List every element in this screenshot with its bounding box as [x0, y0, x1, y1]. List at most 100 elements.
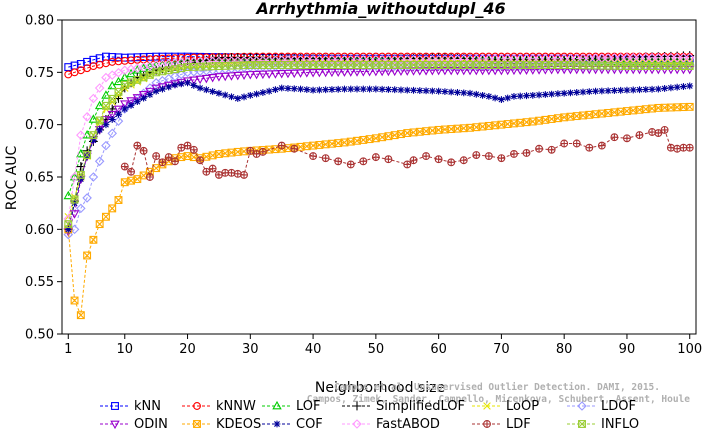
data-point-ldf [685, 143, 694, 152]
data-point-odin [132, 94, 143, 103]
data-point-ldof [76, 203, 86, 214]
data-point-odin [120, 100, 130, 109]
data-point-fastabod [371, 54, 381, 65]
watermark-line-1: Campos et al. Unsupervised Outlier Detec… [334, 382, 660, 393]
y-tick-label: 0.70 [25, 118, 54, 133]
data-point-odin [245, 71, 256, 80]
data-point-ldf [233, 169, 242, 178]
data-point-fastabod [666, 52, 676, 63]
data-point-cof [202, 86, 210, 94]
data-point-fastabod [440, 54, 450, 65]
data-point-lof [82, 130, 92, 139]
y-tick-label: 0.75 [25, 66, 54, 81]
data-point-odin [415, 67, 425, 76]
data-point-odin [276, 70, 287, 79]
data-point-cof [610, 87, 618, 94]
series-layer [63, 51, 695, 320]
data-point-cof [353, 85, 361, 93]
data-point-odin [534, 66, 544, 75]
data-point-odin [308, 68, 318, 78]
data-point-ldf [497, 154, 506, 163]
data-point-ldf [183, 141, 192, 150]
y-axis-label: ROC AUC [4, 145, 20, 210]
x-tick-label: 80 [556, 342, 573, 357]
data-point-cof [541, 91, 549, 98]
y-tick-label: 0.60 [25, 223, 54, 238]
series-line-lof [67, 59, 690, 196]
series-inflo [64, 61, 694, 229]
data-point-fastabod [471, 54, 482, 64]
data-point-cof [598, 87, 606, 95]
data-point-cof [77, 175, 85, 183]
data-point-cof [585, 88, 593, 95]
data-point-ldf [648, 128, 657, 136]
data-point-cof [303, 86, 311, 94]
data-point-lof [69, 171, 80, 181]
data-point-odin [471, 66, 482, 76]
data-point-ldf [277, 141, 286, 150]
data-point-cof [234, 95, 242, 102]
data-point-fastabod [672, 52, 682, 63]
data-point-fastabod [509, 53, 519, 64]
data-point-ldof [94, 156, 105, 167]
legend-item-inflo: INFLO [567, 417, 639, 432]
data-point-odin [327, 68, 337, 78]
data-point-ldf [409, 156, 418, 165]
data-point-loop [133, 77, 142, 86]
data-point-odin [590, 65, 601, 75]
data-point-odin [214, 73, 224, 82]
data-point-cof [567, 89, 574, 97]
data-point-cof [504, 94, 512, 102]
data-point-fastabod [622, 52, 632, 63]
data-point-simplifiedlof [685, 51, 695, 60]
data-point-cof [359, 85, 367, 93]
data-point-ldf [535, 144, 544, 153]
legend-marker [273, 420, 281, 428]
data-point-ldf [145, 173, 154, 181]
data-point-cof [529, 91, 537, 99]
data-point-cof [315, 86, 323, 94]
data-point-ldf [158, 158, 167, 167]
legend-marker [352, 401, 362, 411]
legend-label: LDOF [601, 399, 636, 414]
legend-item-odin: ODIN [100, 417, 168, 432]
data-point-fastabod [458, 54, 469, 65]
data-point-kdeos [95, 220, 104, 229]
data-point-odin [490, 66, 500, 76]
data-point-odin [571, 65, 582, 75]
data-point-cof [159, 85, 166, 93]
data-point-fastabod [289, 55, 300, 65]
data-point-odin [553, 65, 563, 75]
data-point-cof [654, 85, 662, 93]
x-axis: 1 10 20 30 40 50 60 70 80 90 100 [64, 334, 702, 357]
data-point-fastabod [528, 53, 538, 64]
data-point-odin [320, 68, 331, 78]
data-point-odin [459, 66, 469, 76]
data-point-odin [283, 69, 293, 79]
data-point-cof [579, 88, 587, 96]
data-point-fastabod [484, 54, 494, 64]
data-point-ldf [246, 146, 255, 155]
data-point-cof [221, 91, 229, 99]
data-point-cof [309, 86, 317, 94]
y-tick-label: 0.65 [25, 171, 54, 186]
legend-marker [193, 402, 201, 410]
data-point-cof [322, 86, 330, 94]
data-point-lof [63, 190, 74, 200]
data-point-fastabod [308, 54, 318, 65]
data-point-cof [604, 87, 612, 95]
legend-item-knn: kNN [100, 399, 161, 414]
y-tick-label: 0.50 [25, 328, 54, 343]
data-point-cof [667, 84, 675, 92]
data-point-cof [334, 85, 342, 93]
data-point-cof [592, 87, 599, 95]
data-point-odin [101, 116, 111, 125]
data-point-ldf [139, 146, 148, 155]
data-point-kdeos [83, 251, 92, 260]
data-point-cof [491, 94, 499, 102]
data-point-cof [523, 92, 530, 100]
data-point-fastabod [540, 53, 551, 64]
data-point-fastabod [415, 54, 425, 65]
data-point-ldf [133, 141, 142, 150]
